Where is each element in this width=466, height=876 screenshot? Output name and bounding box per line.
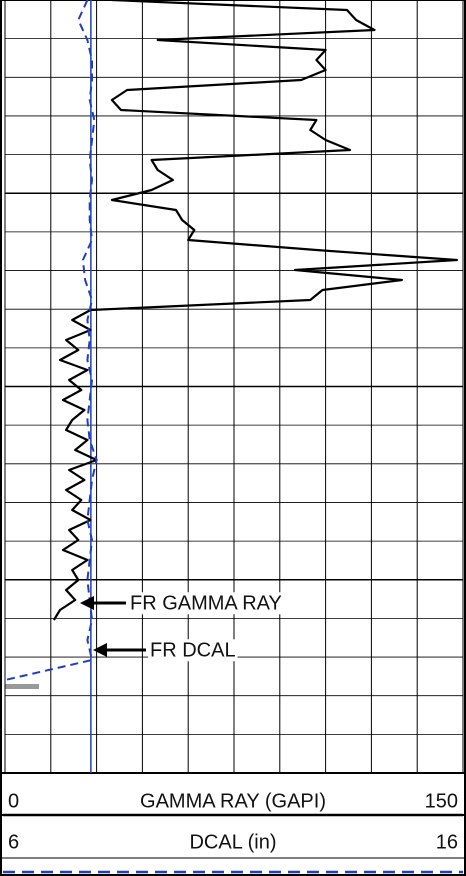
annotation-bg — [148, 639, 238, 662]
annotation: FR DCAL — [150, 639, 236, 661]
shading — [5, 684, 39, 689]
x2-axis-label: DCAL (in) — [189, 831, 276, 853]
x-axis-label: GAMMA RAY (GAPI) — [140, 790, 326, 812]
log-curve — [4, 0, 98, 681]
x-tick-label: 0 — [8, 790, 19, 812]
x2-tick-label: 6 — [8, 831, 19, 853]
plot — [4, 0, 464, 773]
annotation: FR GAMMA RAY — [130, 592, 282, 614]
x2-tick-label: 16 — [436, 831, 458, 853]
x-tick-label: 150 — [425, 790, 458, 812]
annotation-arrowhead — [80, 596, 94, 610]
annotation-arrowhead — [93, 643, 107, 657]
annotation-bg — [128, 592, 284, 615]
